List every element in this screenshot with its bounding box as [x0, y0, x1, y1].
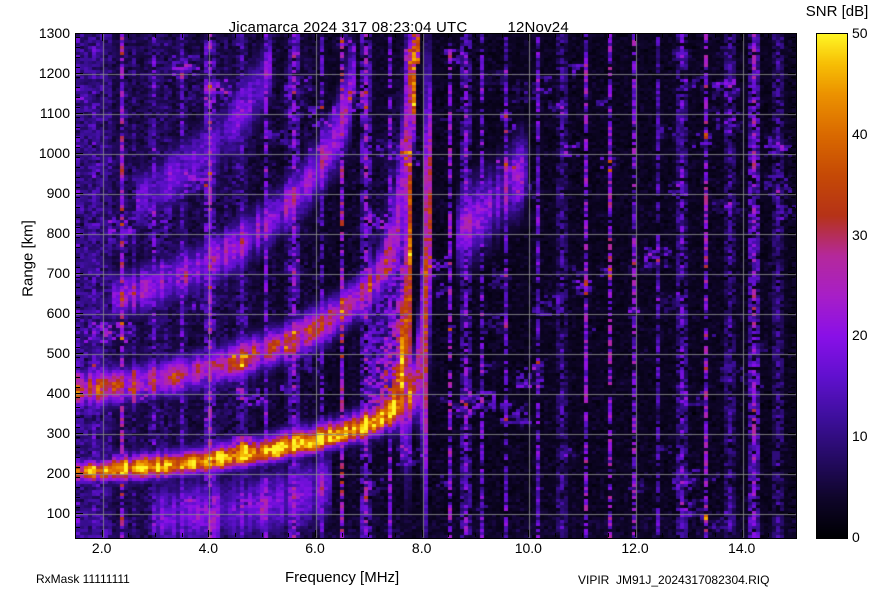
source-file-label: VIPIR JM91J_2024317082304.RIQ — [578, 573, 770, 587]
y-tick-label: 600 — [46, 305, 70, 321]
x-tick-label: 2.0 — [91, 540, 112, 556]
x-axis-title: Frequency [MHz] — [285, 569, 400, 586]
ionogram-plot-area[interactable] — [75, 33, 797, 539]
y-tick-label: 300 — [46, 425, 70, 441]
x-tick-label: 6.0 — [305, 540, 325, 556]
y-tick-label: 500 — [46, 345, 70, 361]
y-tick-label: 400 — [46, 385, 70, 401]
ionogram-heatmap[interactable] — [76, 34, 796, 538]
title-station-time: Jicamarca 2024 317 08:23:04 UTC — [228, 19, 468, 36]
rxmask-label: RxMask 11111111 — [36, 572, 130, 586]
y-tick-label: 1300 — [38, 25, 70, 41]
y-tick-label: 1200 — [38, 65, 70, 81]
colorbar-tick-label: 0 — [852, 529, 860, 545]
title-date: 12Nov24 — [507, 19, 569, 36]
colorbar[interactable] — [816, 33, 848, 539]
colorbar-tick-label: 20 — [852, 327, 868, 344]
colorbar-title: SNR [dB] — [805, 3, 869, 20]
y-tick-label: 200 — [46, 465, 70, 481]
y-tick-label: 900 — [46, 185, 70, 201]
x-tick-label: 12.0 — [621, 540, 649, 556]
y-tick-label: 800 — [46, 225, 70, 241]
colorbar-tick-label: 30 — [852, 226, 868, 243]
page-title: Jicamarca 2024 317 08:23:04 UTC 12Nov24 — [0, 2, 780, 53]
x-tick-label: 14.0 — [728, 540, 756, 556]
y-tick-label: 700 — [46, 265, 70, 281]
colorbar-tick-label: 40 — [852, 125, 868, 142]
y-tick-label: 1100 — [39, 105, 70, 121]
x-tick-label: 8.0 — [411, 540, 432, 556]
y-tick-label: 1000 — [38, 145, 70, 161]
x-tick-label: 10.0 — [514, 540, 542, 556]
y-tick-label: 100 — [46, 505, 70, 521]
colorbar-tick-labels: 0 10 20 30 40 50 — [852, 26, 882, 544]
colorbar-tick-label: 50 — [852, 25, 868, 41]
x-axis-tick-labels: 2.0 4.0 6.0 8.0 10.0 12.0 14.0 — [75, 541, 795, 561]
x-tick-label: 4.0 — [198, 540, 219, 556]
colorbar-tick-label: 10 — [852, 428, 868, 445]
y-axis-tick-labels: 100 200 300 400 500 600 700 800 900 1000 1100 1200 1… — [22, 26, 70, 537]
colorbar-gradient — [817, 34, 847, 538]
